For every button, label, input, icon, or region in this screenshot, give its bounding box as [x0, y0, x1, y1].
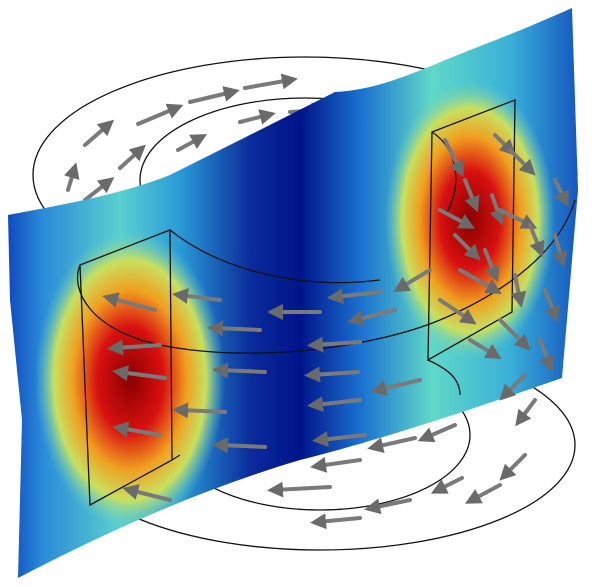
arrow [64, 162, 80, 192]
arrow [464, 483, 502, 504]
coil-boxes [76, 99, 576, 507]
arrow [112, 365, 167, 381]
back-arrows [64, 73, 388, 202]
arrow [212, 437, 267, 454]
arrow [310, 456, 362, 473]
arrow [510, 273, 527, 308]
left-box-top [169, 229, 381, 284]
arrow [83, 119, 115, 147]
arrow [112, 421, 162, 438]
arrow [364, 498, 412, 515]
arrow [499, 453, 527, 481]
arrow [499, 373, 527, 401]
arrow [463, 178, 480, 213]
left-box-edge [171, 454, 181, 461]
arrow [172, 402, 227, 419]
arrow [508, 148, 536, 176]
arrow [307, 336, 362, 353]
arrow [417, 423, 457, 443]
arrow [438, 298, 477, 325]
arrow [207, 320, 262, 337]
arrow [310, 513, 362, 530]
arrow [468, 338, 502, 360]
arrow [367, 436, 417, 454]
arrow [304, 366, 360, 383]
arrow [312, 431, 367, 448]
arrow [453, 233, 481, 261]
arrow [370, 378, 422, 396]
arrow [543, 288, 560, 323]
right-box-lower [427, 359, 461, 396]
arrow [498, 208, 538, 229]
arrow [122, 484, 172, 502]
arrow [493, 133, 516, 156]
arrow [267, 481, 332, 498]
arrow [118, 144, 146, 170]
hot-spot-left [35, 230, 225, 530]
arrow [458, 268, 502, 294]
arrow [528, 223, 545, 258]
arrow [438, 208, 476, 229]
arrow [515, 398, 537, 427]
arrow [176, 134, 208, 152]
arrow [538, 338, 555, 373]
arrow [238, 109, 276, 125]
arrow [212, 362, 267, 379]
arrow [552, 233, 568, 268]
arrow [393, 268, 432, 293]
arrow [243, 73, 298, 90]
arrow [430, 476, 464, 494]
arrow [102, 292, 157, 312]
front-arrows [102, 133, 569, 530]
mid-ring [76, 199, 576, 354]
arrow [347, 308, 397, 326]
arrow [443, 138, 464, 178]
arrow [188, 86, 240, 104]
arrow [327, 288, 382, 305]
arrow [107, 339, 162, 356]
arrow [136, 103, 184, 126]
right-box-front [427, 99, 516, 362]
arrow [307, 396, 362, 413]
arrow [498, 318, 531, 351]
arrow [483, 248, 500, 283]
arrow [83, 177, 115, 202]
arrow [172, 288, 222, 304]
arrow [489, 193, 505, 226]
arrow [553, 178, 569, 208]
